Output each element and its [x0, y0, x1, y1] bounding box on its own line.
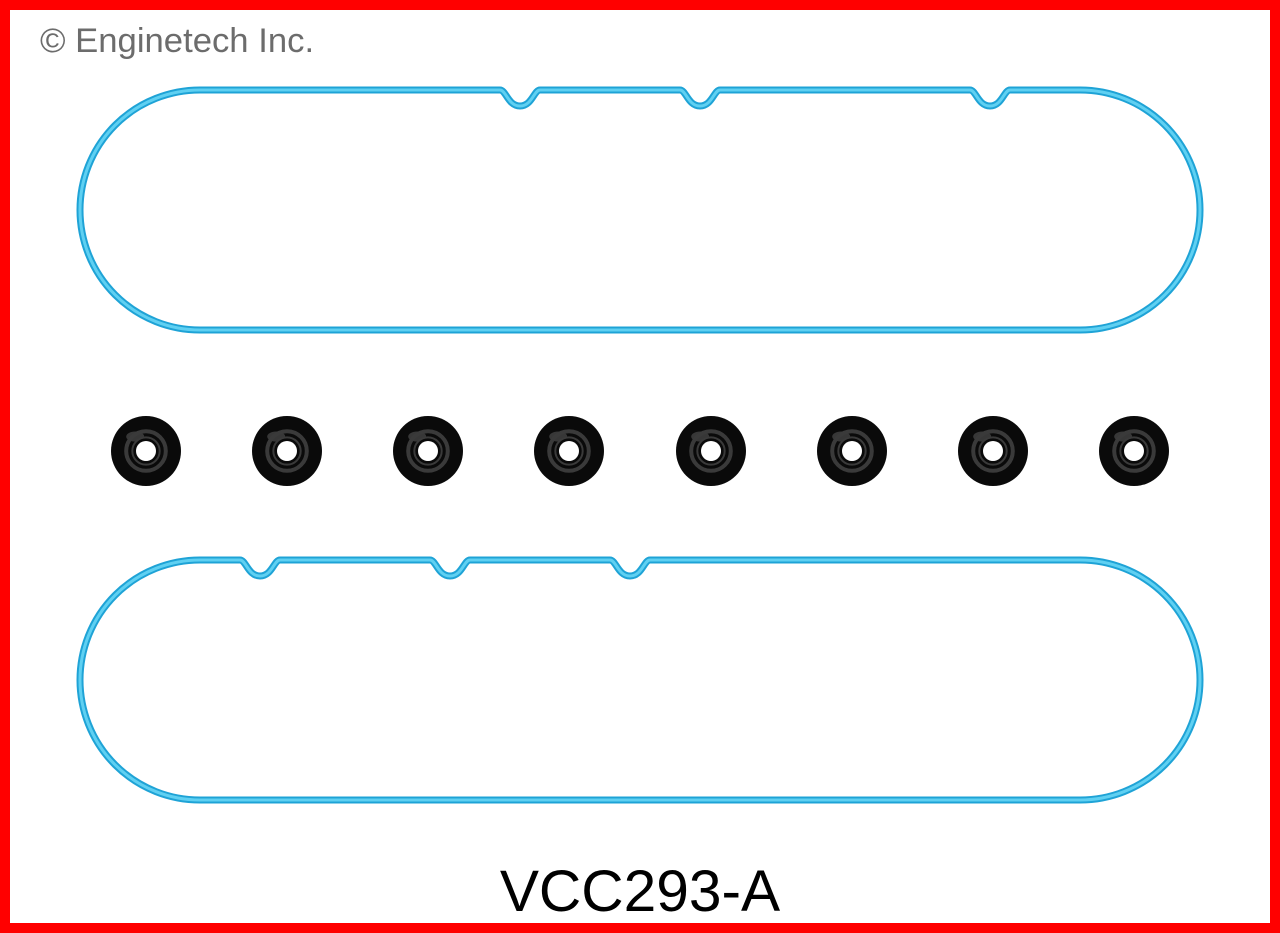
copyright-text: © Enginetech Inc. — [40, 22, 314, 61]
valve-cover-gasket-top — [60, 80, 1220, 340]
grommet — [675, 415, 747, 487]
grommet — [1098, 415, 1170, 487]
grommet — [110, 415, 182, 487]
grommet — [251, 415, 323, 487]
product-image-frame: © Enginetech Inc. VCC293-A — [0, 0, 1280, 933]
part-number-label: VCC293-A — [500, 858, 780, 925]
grommet-row — [110, 415, 1170, 487]
grommet — [392, 415, 464, 487]
grommet — [533, 415, 605, 487]
valve-cover-gasket-bottom — [60, 550, 1220, 810]
grommet — [957, 415, 1029, 487]
grommet — [816, 415, 888, 487]
